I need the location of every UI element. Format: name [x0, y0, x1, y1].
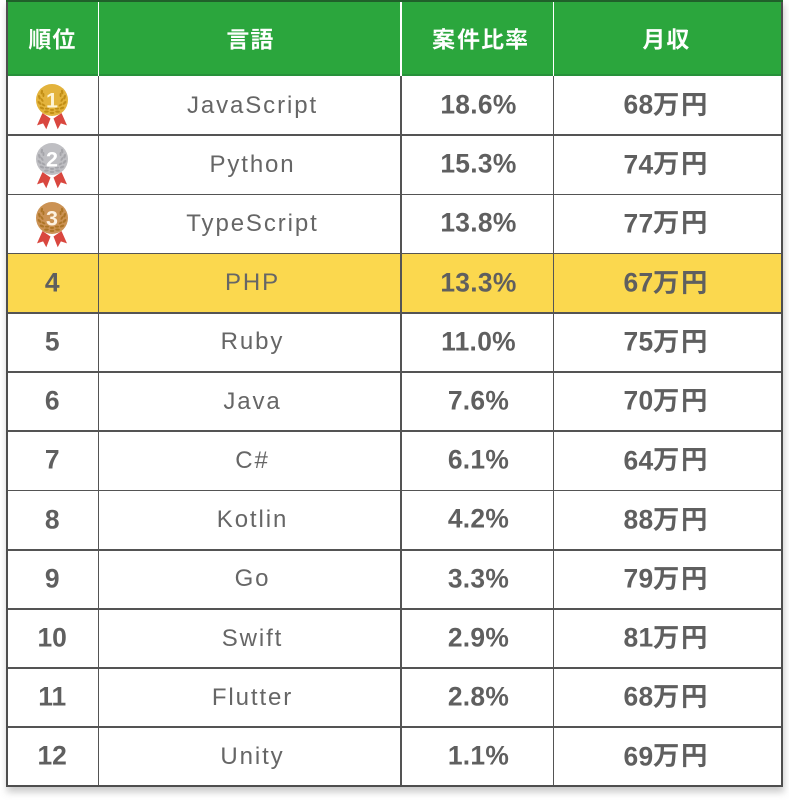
svg-text:1: 1 — [46, 88, 58, 112]
svg-text:2: 2 — [46, 147, 58, 171]
svg-text:3: 3 — [46, 207, 58, 231]
